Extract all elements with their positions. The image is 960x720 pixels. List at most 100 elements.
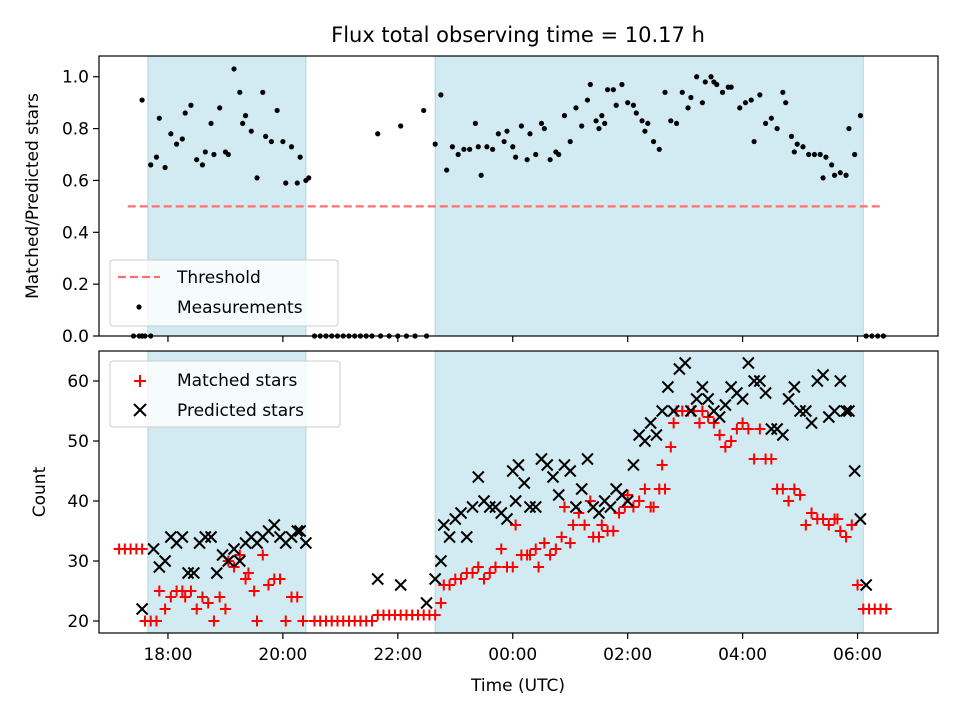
measurement-point	[820, 175, 826, 181]
measurement-point	[263, 133, 269, 139]
predicted-star-marker	[782, 392, 795, 406]
predicted-star-marker	[747, 374, 761, 388]
measurement-point	[846, 125, 852, 132]
predicted-star-marker	[816, 368, 830, 382]
measurement-point	[831, 172, 838, 178]
measurement-point	[211, 151, 217, 158]
predicted-star-marker	[759, 386, 772, 400]
measurement-point	[656, 146, 662, 152]
bottom-y-axis-label: Count	[30, 466, 50, 517]
measurement-point	[280, 138, 286, 145]
matched-star-marker	[831, 513, 843, 525]
measurement-point	[156, 115, 162, 121]
x-axis-label: Time (UTC)	[470, 676, 565, 696]
matched-star-marker	[737, 417, 749, 429]
matched-star-marker	[524, 549, 536, 561]
matched-star-marker	[153, 585, 165, 597]
predicted-star-marker	[713, 410, 726, 424]
predicted-star-marker	[291, 524, 304, 538]
matched-star-marker	[817, 513, 829, 525]
matched-star-marker	[165, 591, 177, 603]
measurement-point	[800, 144, 806, 150]
measurement-point	[375, 131, 381, 137]
measurement-point	[518, 123, 524, 129]
predicted-star-marker	[500, 512, 514, 526]
matched-star-marker	[185, 585, 197, 597]
measurement-point	[225, 151, 231, 158]
predicted-star-marker	[581, 452, 594, 466]
measurement-point	[662, 89, 668, 95]
measurement-point	[495, 131, 501, 137]
predicted-star-marker	[604, 500, 617, 514]
measurement-point	[188, 102, 194, 108]
predicted-star-marker	[736, 392, 749, 406]
matched-star-marker	[467, 567, 479, 579]
measurement-point	[843, 172, 849, 178]
predicted-star-marker	[443, 530, 456, 544]
predicted-star-marker	[701, 392, 715, 406]
predicted-star-marker	[518, 476, 531, 490]
predicted-star-marker	[655, 404, 669, 418]
predicted-star-marker	[268, 518, 281, 532]
matched-star-marker	[219, 603, 231, 615]
measurement-point	[604, 87, 611, 93]
matched-star-marker	[478, 573, 490, 585]
measurement-point	[763, 120, 769, 127]
measurement-point	[513, 154, 519, 160]
measurement-point	[791, 149, 797, 155]
predicted-star-marker	[529, 500, 542, 514]
measurement-point	[162, 164, 168, 171]
matched-star-marker	[297, 615, 309, 627]
measurement-point	[547, 157, 553, 163]
measurement-point	[475, 144, 481, 150]
x-tick-label: 18:00	[143, 645, 192, 665]
matched-star-marker	[731, 423, 743, 435]
legend-predicted-label: Predicted stars	[177, 401, 304, 421]
measurement-point	[630, 102, 637, 108]
measurement-point	[182, 110, 188, 116]
measurement-point	[432, 141, 438, 147]
matched-star-marker	[495, 543, 507, 555]
matched-star-marker	[291, 591, 303, 603]
predicted-star-marker	[523, 500, 537, 514]
predicted-star-marker	[293, 524, 307, 538]
matched-star-marker	[136, 543, 148, 555]
measurement-point	[593, 118, 599, 124]
measurement-point	[857, 113, 864, 119]
measurement-point	[268, 138, 274, 145]
measurement-point	[561, 113, 568, 119]
matched-star-marker	[242, 567, 254, 579]
y-tick-label: 0.0	[62, 327, 89, 347]
predicted-star-marker	[842, 404, 856, 418]
y-tick-label: 1.0	[62, 68, 89, 88]
measurement-point	[714, 81, 720, 88]
measurement-point	[587, 81, 593, 88]
measurement-point	[737, 105, 743, 111]
top-x-ticks	[167, 336, 859, 342]
measurement-point	[484, 144, 490, 150]
measurement-point	[852, 151, 858, 158]
matched-star-marker	[633, 495, 645, 507]
predicted-star-marker	[684, 404, 698, 418]
measurement-point	[811, 151, 818, 158]
predicted-star-marker	[690, 392, 703, 406]
y-tick-label: 0.6	[62, 171, 89, 191]
matched-star-marker	[725, 435, 737, 447]
y-tick-label: 0.2	[62, 275, 89, 295]
bottom-legend: Matched stars Predicted stars	[109, 360, 341, 428]
measurement-point	[579, 123, 585, 129]
predicted-star-marker	[227, 542, 241, 556]
measurement-point	[751, 138, 757, 145]
predicted-star-marker	[569, 500, 583, 514]
predicted-star-marker	[859, 578, 873, 592]
measurement-point	[438, 92, 444, 98]
top-axes-frame	[98, 55, 939, 337]
measurement-point	[240, 120, 246, 127]
predicted-star-marker	[776, 428, 790, 442]
measurement-point	[510, 144, 516, 150]
predicted-star-marker	[848, 464, 861, 478]
matched-star-marker	[484, 567, 496, 579]
predicted-star-marker	[158, 554, 172, 568]
matched-star-marker	[472, 561, 484, 573]
predicted-stars-points	[135, 356, 873, 616]
